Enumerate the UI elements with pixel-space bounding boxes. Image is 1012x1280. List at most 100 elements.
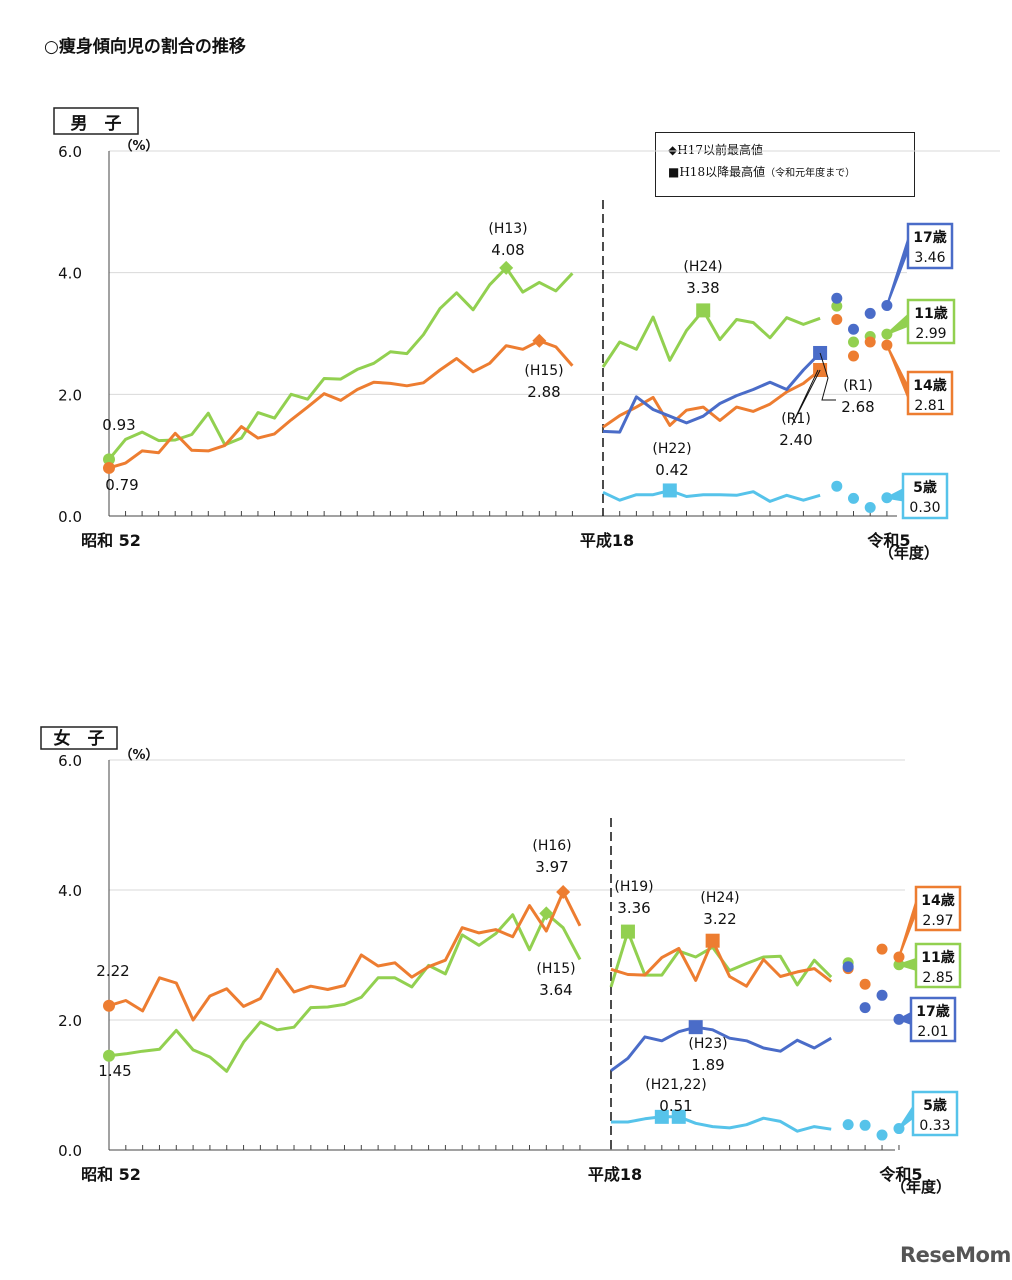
data-point [848, 350, 859, 362]
data-point [864, 336, 876, 348]
annotation-value: 0.42 [655, 461, 688, 479]
annotation-period: (H19) [614, 879, 653, 895]
annotation-value: 0.79 [105, 476, 138, 494]
annotation-period: (R1) [781, 411, 811, 427]
page-title: ○痩身傾向児の割合の推移 [44, 37, 246, 57]
start-marker [103, 1049, 115, 1062]
data-point [864, 307, 876, 319]
series-line [601, 308, 821, 368]
callout-box [909, 996, 957, 1043]
annotation-value: 3.36 [617, 899, 650, 917]
series-5歳 [602, 480, 893, 513]
annotation-value: 2.88 [527, 383, 560, 401]
callout-value: 2.81 [914, 398, 945, 414]
y-unit-label: （%） [119, 138, 158, 154]
series-14歳 [108, 314, 893, 470]
max-marker-diamond [539, 906, 554, 921]
data-point [859, 978, 871, 990]
series-line [108, 911, 582, 1073]
annotation-value: 1.45 [98, 1062, 131, 1080]
boys-chart [53, 107, 1000, 520]
max-marker-square [688, 1020, 703, 1035]
chart-title-box [40, 726, 118, 750]
annotation-period: (H22) [652, 441, 691, 457]
max-marker-square [662, 483, 677, 498]
annotation-value: 2.68 [841, 398, 874, 416]
data-point [831, 300, 843, 312]
girls-chart [40, 726, 962, 1151]
data-point [831, 314, 843, 326]
callout-label: 5歳 [923, 1097, 947, 1114]
series-line [602, 489, 821, 503]
callout-value: 0.30 [909, 500, 940, 516]
start-marker [103, 453, 115, 466]
callout-value: 0.33 [919, 1118, 950, 1134]
series-17歳 [602, 292, 893, 434]
x-label-end: 令和5 [878, 1165, 922, 1184]
annotation-period: (H21,22) [645, 1077, 707, 1093]
series-11歳 [107, 266, 893, 461]
callout-label: 17歳 [913, 229, 946, 246]
data-point [848, 336, 859, 348]
callout-box [906, 370, 954, 416]
data-point [842, 961, 854, 973]
x-unit-label: （年度） [891, 1178, 951, 1196]
data-point [876, 943, 888, 955]
y-tick-label: 4.0 [58, 265, 82, 283]
callout-5歳 [883, 472, 949, 520]
data-point [876, 1129, 888, 1141]
annotation-value: 3.38 [686, 279, 719, 297]
series-line [602, 351, 822, 434]
data-point [831, 480, 843, 492]
callout-17歳 [885, 222, 954, 306]
annotation-value: 1.89 [691, 1056, 724, 1074]
callout-pointer [898, 901, 917, 958]
annotation-value: 2.40 [779, 431, 812, 449]
x-label-mid: 平成18 [580, 531, 634, 550]
x-label-start: 昭和 52 [81, 531, 141, 550]
series-line [611, 1115, 832, 1133]
callout-pointer [898, 1103, 914, 1130]
series-line [602, 368, 822, 429]
callout-pointer [885, 344, 909, 398]
data-point [859, 1119, 871, 1131]
y-tick-label: 0.0 [58, 1142, 82, 1160]
max-marker-square [620, 924, 635, 939]
max-marker-square [671, 1109, 686, 1124]
leader-line [791, 369, 821, 426]
callout-box [906, 222, 954, 270]
callout-label: 11歳 [921, 949, 954, 966]
start-marker [103, 999, 115, 1012]
max-marker-diamond [532, 333, 547, 348]
callout-label: 14歳 [913, 377, 946, 394]
series-line [108, 890, 582, 1022]
callout-11歳 [886, 298, 956, 345]
legend-box: ◆H17以前最高値 ■H18以降最高値（令和元年度まで） [655, 132, 915, 197]
annotation-value: 3.64 [539, 981, 572, 999]
annotation-period: (H13) [488, 221, 527, 237]
x-label-end: 令和5 [866, 531, 910, 550]
y-tick-label: 6.0 [58, 752, 82, 770]
data-point [859, 1002, 871, 1014]
callout-box [914, 885, 962, 932]
chart-title: 男 子 [71, 114, 122, 134]
annotation-period: (H23) [688, 1036, 727, 1052]
data-point [876, 989, 888, 1001]
annotation-period: (H16) [532, 838, 571, 854]
x-label-start: 昭和 52 [81, 1165, 141, 1184]
callout-label: 14歳 [921, 892, 954, 909]
callout-17歳 [896, 996, 957, 1043]
y-tick-label: 2.0 [58, 386, 82, 404]
leader-line [819, 352, 836, 401]
annotation-value: 2.22 [96, 962, 129, 980]
annotation-value: 3.97 [535, 858, 568, 876]
watermark-logo: ReseMom [900, 1243, 1011, 1267]
legend-square-entry: ■H18以降最高値 [668, 165, 766, 179]
annotation-value: 4.08 [491, 241, 524, 259]
legend-diamond-entry: ◆H17以前最高値 [668, 143, 763, 157]
data-point [842, 1119, 854, 1131]
callout-5歳 [898, 1090, 959, 1137]
x-unit-label: （年度） [879, 544, 939, 562]
data-point [831, 292, 843, 304]
